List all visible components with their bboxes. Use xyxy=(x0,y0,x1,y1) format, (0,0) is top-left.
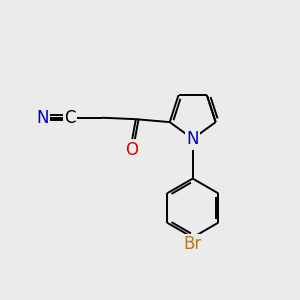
Text: Br: Br xyxy=(184,235,202,253)
Text: N: N xyxy=(36,109,49,127)
Text: N: N xyxy=(186,130,199,148)
Text: O: O xyxy=(125,141,138,159)
Text: C: C xyxy=(64,109,75,127)
